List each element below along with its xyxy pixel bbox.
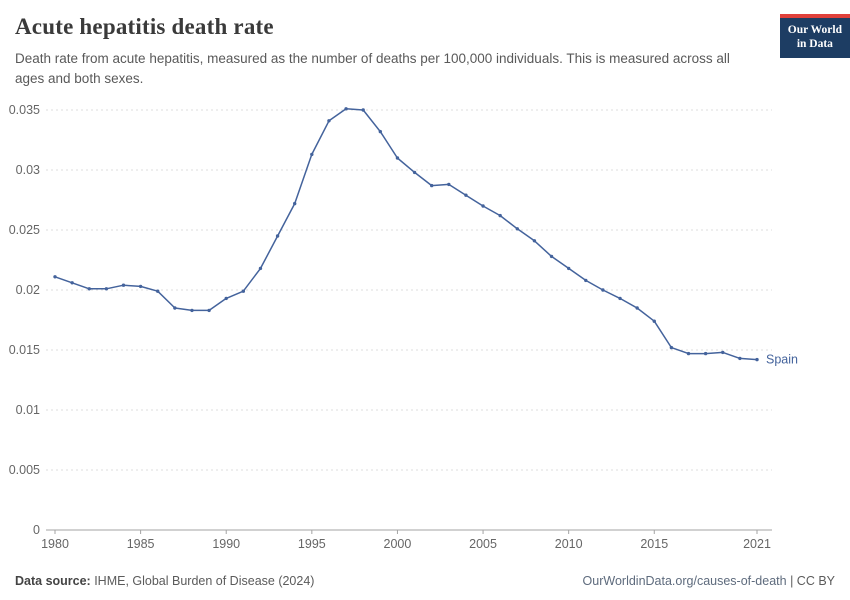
data-point[interactable] [429,183,434,188]
data-point[interactable] [721,350,725,355]
x-tick-label: 2010 [555,537,583,551]
data-point[interactable] [190,308,194,313]
data-point[interactable] [703,351,708,356]
data-point[interactable] [258,266,263,271]
owid-logo-line2: in Data [796,38,833,51]
data-point[interactable] [327,119,331,123]
data-point[interactable] [361,108,365,112]
data-point[interactable] [378,129,383,134]
data-point[interactable] [566,266,571,271]
data-point[interactable] [104,287,109,291]
owid-logo[interactable]: Our World in Data [779,14,850,58]
owid-url-link[interactable]: OurWorldinData.org/causes-of-death [582,574,787,588]
license-text: | CC BY [786,574,835,588]
data-point[interactable] [447,182,451,187]
data-point[interactable] [70,281,74,285]
data-source-text: IHME, Global Burden of Disease (2024) [90,574,315,588]
y-tick-label: 0.02 [16,283,40,297]
y-tick-label: 0 [33,523,40,537]
data-point[interactable] [669,345,674,350]
x-tick-label: 2015 [640,537,668,551]
data-point[interactable] [87,287,91,291]
x-tick-label: 1985 [127,537,155,551]
x-tick-label: 1980 [41,537,69,551]
data-point[interactable] [481,204,485,208]
data-point[interactable] [275,234,280,238]
data-source-note: Data source: IHME, Global Burden of Dise… [15,574,314,588]
data-point[interactable] [412,170,417,175]
data-point[interactable] [207,308,211,313]
y-tick-label: 0.01 [16,403,40,417]
data-point[interactable] [224,296,228,301]
x-tick-label: 2000 [384,537,412,551]
data-source-label: Data source: [15,574,91,588]
data-point[interactable] [173,306,177,310]
owid-logo-line1: Our World [787,24,842,36]
data-point[interactable] [344,107,348,111]
data-point[interactable] [549,254,554,259]
y-tick-label: 0.035 [9,103,40,117]
data-point[interactable] [498,213,502,218]
chart-header: Acute hepatitis death rate Death rate fr… [15,14,835,88]
data-point[interactable] [310,152,314,157]
data-point[interactable] [121,283,126,287]
data-point[interactable] [532,239,537,243]
data-point[interactable] [293,201,297,206]
data-point[interactable] [755,357,759,362]
data-point[interactable] [618,296,622,301]
chart-title: Acute hepatitis death rate [15,14,274,39]
series-line[interactable] [54,108,758,361]
data-point[interactable] [635,306,639,310]
y-tick-label: 0.015 [9,343,40,357]
data-point[interactable] [686,351,691,356]
series-end-label[interactable]: Spain [766,353,798,367]
data-point[interactable] [241,289,246,293]
data-point[interactable] [395,156,400,160]
attribution-note: OurWorldinData.org/causes-of-death | CC … [583,574,835,588]
x-tick-label: 1995 [298,537,326,551]
x-tick-label: 2021 [743,537,771,551]
x-tick-label: 1990 [212,537,240,551]
data-point[interactable] [156,289,160,293]
data-point[interactable] [138,284,143,289]
data-point[interactable] [738,356,742,361]
y-tick-label: 0.005 [9,463,40,477]
data-point[interactable] [584,278,588,283]
data-point[interactable] [464,193,468,197]
chart-plot-area[interactable]: 0 0.005 0.01 0.015 0.02 0.025 0.03 0.035 1980 198… [0,95,850,560]
line-chart-svg[interactable]: 0 0.005 0.01 0.015 0.02 0.025 0.03 0.035 1980 198… [0,95,850,560]
x-tick-label: 2005 [469,537,497,551]
data-point[interactable] [601,288,605,292]
data-point[interactable] [652,319,656,323]
data-point[interactable] [515,227,519,231]
chart-subtitle: Death rate from acute hepatitis, measure… [15,51,730,86]
y-tick-label: 0.03 [16,163,40,177]
chart-footer: Data source: IHME, Global Burden of Dise… [15,574,835,588]
data-point[interactable] [53,275,57,279]
y-tick-label: 0.025 [9,223,40,237]
